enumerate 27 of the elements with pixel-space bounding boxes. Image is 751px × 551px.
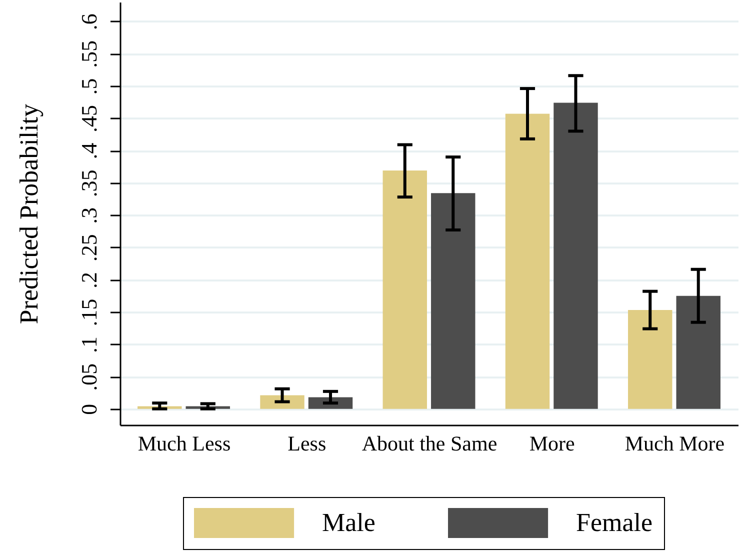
y-tick-label: .35 — [76, 170, 102, 198]
bar — [628, 310, 672, 409]
y-tick-label: .2 — [76, 272, 102, 288]
x-tick-label: About the Same — [362, 432, 498, 456]
y-tick-label: .4 — [76, 142, 102, 160]
legend-label: Male — [322, 508, 376, 537]
legend-label: Female — [576, 508, 653, 537]
y-tick-label: 0 — [76, 404, 102, 415]
y-tick-label: .55 — [76, 40, 102, 68]
bar — [554, 102, 598, 409]
y-tick-label: .6 — [76, 14, 102, 30]
y-tick-label: .1 — [76, 336, 102, 354]
y-tick-label: .5 — [76, 78, 102, 95]
bar — [382, 170, 427, 409]
y-tick-label: .25 — [76, 234, 102, 262]
bar — [676, 296, 720, 409]
y-tick-label: .45 — [76, 104, 102, 132]
x-tick-label: Much More — [624, 432, 725, 456]
bar — [505, 114, 550, 409]
x-tick-label: More — [529, 432, 575, 456]
x-tick-label: Less — [288, 432, 326, 456]
bar — [431, 193, 476, 409]
y-tick-label: .3 — [76, 207, 102, 224]
x-tick-label: Much Less — [138, 432, 231, 456]
y-axis-title: Predicted Probability — [14, 104, 44, 324]
y-tick-label: .15 — [76, 298, 102, 326]
y-tick-label: .05 — [76, 363, 102, 391]
